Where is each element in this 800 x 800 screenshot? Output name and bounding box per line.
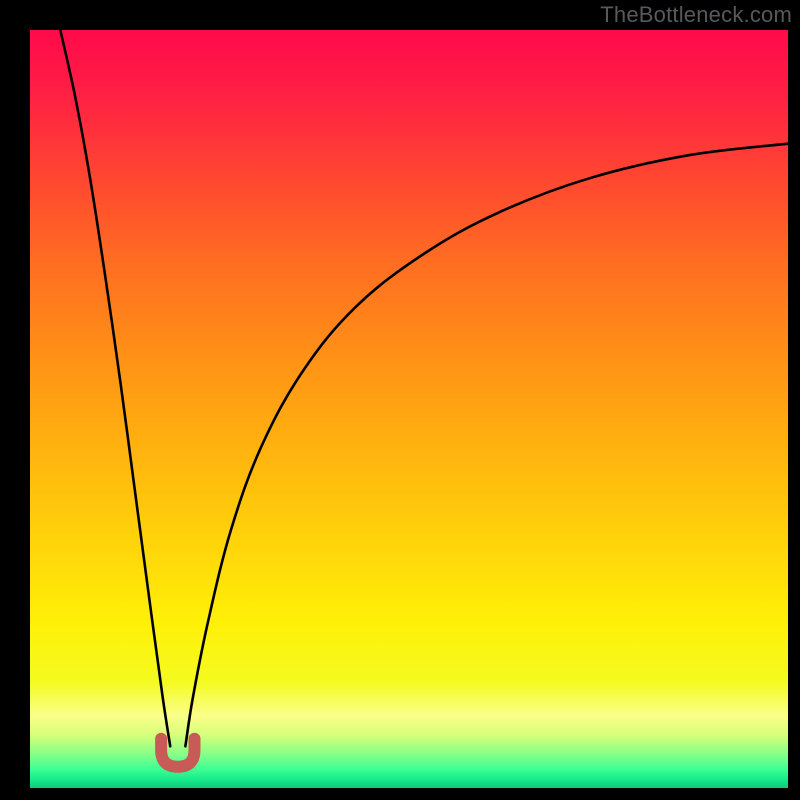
watermark-label: TheBottleneck.com — [600, 2, 792, 28]
chart-frame: TheBottleneck.com — [0, 0, 800, 800]
bottleneck-plot — [0, 0, 800, 800]
gradient-background — [30, 30, 788, 788]
